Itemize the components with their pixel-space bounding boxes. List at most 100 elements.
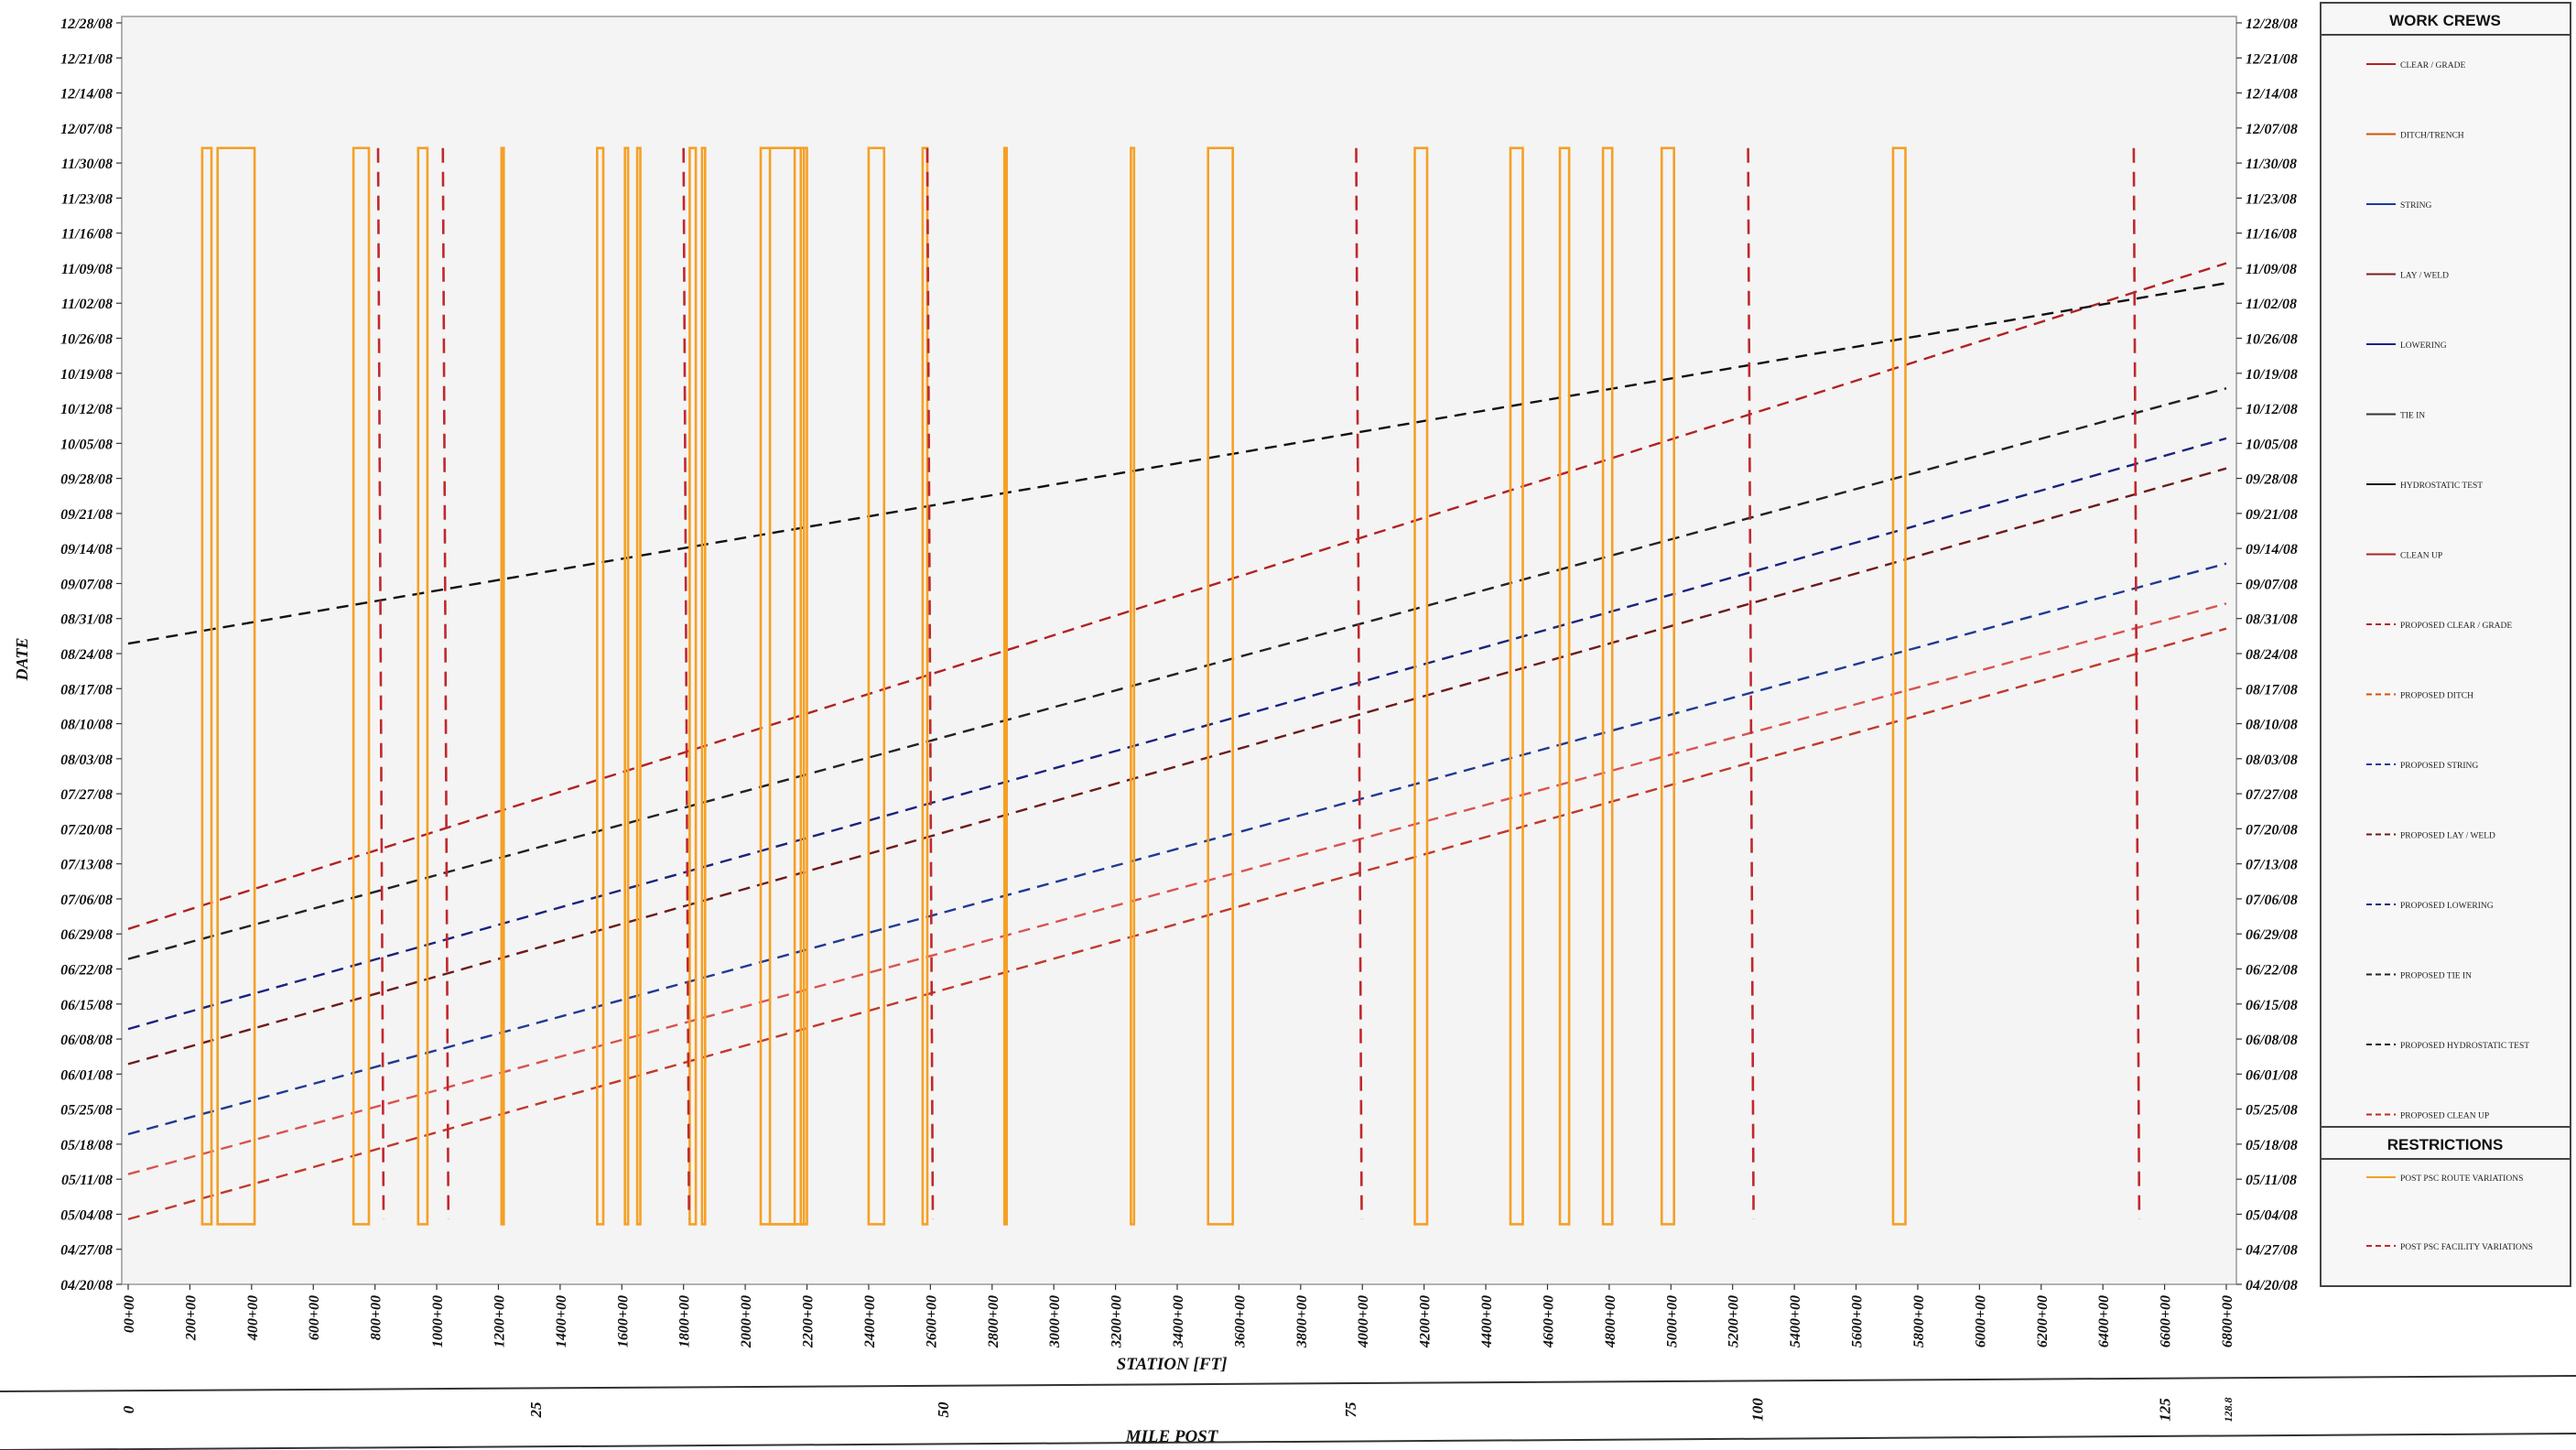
y-tick-label: 09/07/08 bbox=[60, 577, 113, 592]
legend-label: HYDROSTATIC TEST bbox=[2400, 482, 2483, 491]
legend-label: PROPOSED LOWERING bbox=[2400, 902, 2494, 911]
right-y-tick-label: 08/03/08 bbox=[2246, 752, 2298, 768]
y-tick-label: 06/15/08 bbox=[60, 998, 113, 1013]
x-tick-label: 3600+00 bbox=[1232, 1295, 1248, 1348]
x-tick-label: 6800+00 bbox=[2220, 1295, 2235, 1347]
right-y-tick-label: 12/21/08 bbox=[2246, 51, 2298, 67]
y-tick-label: 10/26/08 bbox=[60, 332, 113, 348]
facility-variation-line bbox=[376, 147, 385, 1219]
milepost-label: 125 bbox=[2157, 1398, 2174, 1422]
series-line bbox=[127, 262, 2227, 930]
x-tick-label: 4600+00 bbox=[1541, 1295, 1556, 1348]
milepost-label: 128.8 bbox=[2222, 1398, 2235, 1423]
x-tick-label: 3200+00 bbox=[1109, 1295, 1125, 1348]
series-line bbox=[127, 467, 2227, 1066]
y-tick-label: 04/20/08 bbox=[60, 1278, 113, 1293]
y-tick-label: 05/04/08 bbox=[60, 1207, 113, 1223]
right-y-tick-label: 06/22/08 bbox=[2246, 963, 2298, 979]
x-tick-label: 6200+00 bbox=[2035, 1295, 2051, 1347]
station-axis: 00+00 200+00 400+00 600+00 800+00 1000+00 1200… bbox=[122, 1284, 2235, 1348]
x-tick-label: 2000+00 bbox=[739, 1295, 754, 1348]
x-tick-label: 6600+00 bbox=[2159, 1295, 2174, 1347]
x-tick-label: 4000+00 bbox=[1356, 1295, 1371, 1348]
right-y-tick-label: 09/14/08 bbox=[2246, 542, 2298, 557]
x-tick-label: 400+00 bbox=[245, 1295, 261, 1341]
right-y-tick-label: 06/01/08 bbox=[2246, 1067, 2298, 1083]
y-tick-label: 10/12/08 bbox=[60, 402, 113, 417]
right-y-tick-label: 12/07/08 bbox=[2246, 122, 2298, 137]
milepost-bottom-rule bbox=[0, 1433, 2576, 1450]
route-variation-bar bbox=[216, 146, 256, 1226]
right-y-tick-label: 08/31/08 bbox=[2246, 612, 2298, 628]
route-variation-bar bbox=[1413, 146, 1429, 1226]
x-axis-title: STATION [FT] bbox=[1117, 1355, 1228, 1374]
right-y-tick-label: 09/07/08 bbox=[2246, 577, 2298, 592]
plot-background bbox=[121, 16, 2237, 1285]
y-tick-label: 07/13/08 bbox=[60, 858, 113, 873]
legend-label: PROPOSED TIE IN bbox=[2400, 972, 2472, 981]
route-variation-bar bbox=[635, 146, 642, 1226]
y-tick-label: 10/19/08 bbox=[60, 367, 113, 383]
route-variation-bar bbox=[700, 146, 707, 1226]
facility-variation-lines bbox=[376, 147, 2141, 1219]
y-tick-label: 05/18/08 bbox=[60, 1138, 113, 1153]
route-variation-bar bbox=[867, 146, 886, 1226]
y-tick-label: 09/14/08 bbox=[60, 542, 113, 557]
x-tick-label: 1600+00 bbox=[615, 1295, 631, 1347]
right-y-tick-label: 06/15/08 bbox=[2246, 998, 2298, 1013]
right-y-tick-label: 11/23/08 bbox=[2246, 191, 2297, 207]
x-tick-label: 1800+00 bbox=[677, 1295, 693, 1347]
legend-label: LOWERING bbox=[2400, 341, 2447, 351]
y-tick-label: 06/29/08 bbox=[60, 927, 113, 943]
x-tick-label: 6000+00 bbox=[1973, 1295, 1988, 1347]
legend-label: CLEAN UP bbox=[2400, 552, 2442, 561]
legend-label: LAY / WELD bbox=[2400, 272, 2449, 281]
legend-label: PROPOSED DITCH bbox=[2400, 692, 2473, 701]
y-tick-label: 08/24/08 bbox=[60, 647, 113, 663]
milepost-label: 25 bbox=[527, 1401, 545, 1419]
right-y-tick-label: 08/10/08 bbox=[2246, 718, 2298, 733]
right-y-tick-label: 07/06/08 bbox=[2246, 893, 2298, 908]
milepost-title: MILE POST bbox=[1125, 1427, 1219, 1446]
x-tick-label: 00+00 bbox=[122, 1295, 137, 1333]
route-variation-bar bbox=[623, 146, 630, 1226]
route-variation-bar bbox=[352, 146, 371, 1226]
route-variation-bar bbox=[1660, 146, 1675, 1226]
y-tick-label: 08/31/08 bbox=[60, 612, 113, 628]
series-line bbox=[127, 562, 2227, 1136]
y-tick-label: 12/28/08 bbox=[60, 16, 113, 32]
route-variation-bar bbox=[417, 146, 429, 1226]
legend-label: DITCH/TRENCH bbox=[2400, 132, 2464, 141]
right-y-tick-label: 05/04/08 bbox=[2246, 1207, 2298, 1223]
facility-variation-line bbox=[682, 147, 690, 1219]
right-y-tick-label: 07/27/08 bbox=[2246, 787, 2298, 803]
legend-label: PROPOSED LAY / WELD bbox=[2400, 832, 2495, 841]
route-variation-bar bbox=[1509, 146, 1524, 1226]
right-y-tick-label: 04/27/08 bbox=[2246, 1243, 2298, 1259]
y-axis-title: DATE bbox=[13, 637, 31, 681]
right-y-tick-label: 10/12/08 bbox=[2246, 402, 2298, 417]
series-line bbox=[127, 627, 2227, 1221]
y-tick-label: 06/22/08 bbox=[60, 963, 113, 979]
x-tick-label: 3000+00 bbox=[1047, 1295, 1063, 1348]
x-tick-label: 5400+00 bbox=[1788, 1295, 1803, 1347]
right-y-tick-label: 09/21/08 bbox=[2246, 507, 2298, 523]
series-line bbox=[127, 602, 2227, 1175]
right-y-tick-label: 10/19/08 bbox=[2246, 367, 2298, 383]
proposed-schedule-lines bbox=[127, 262, 2227, 1221]
route-variation-bar bbox=[200, 146, 213, 1226]
y-tick-label: 11/09/08 bbox=[61, 262, 113, 277]
right-date-axis: 04/20/08 04/27/08 05/04/08 05/11/08 05/18/08… bbox=[2236, 16, 2298, 1293]
x-tick-label: 4200+00 bbox=[1418, 1295, 1434, 1348]
legend-title-work-crews: WORK CREWS bbox=[2389, 12, 2501, 29]
right-y-tick-label: 12/28/08 bbox=[2246, 16, 2298, 32]
legend-label: STRING bbox=[2400, 201, 2431, 211]
left-date-axis: 04/20/08 04/27/08 05/04/08 05/11/08 05/18/08… bbox=[60, 16, 122, 1293]
y-tick-label: 12/21/08 bbox=[60, 51, 113, 67]
series-line bbox=[127, 282, 2227, 645]
x-tick-label: 5000+00 bbox=[1664, 1295, 1680, 1347]
y-tick-label: 07/06/08 bbox=[60, 893, 113, 908]
y-tick-label: 11/02/08 bbox=[61, 297, 113, 312]
route-variation-bar bbox=[1130, 146, 1136, 1226]
y-tick-label: 11/30/08 bbox=[61, 157, 113, 172]
